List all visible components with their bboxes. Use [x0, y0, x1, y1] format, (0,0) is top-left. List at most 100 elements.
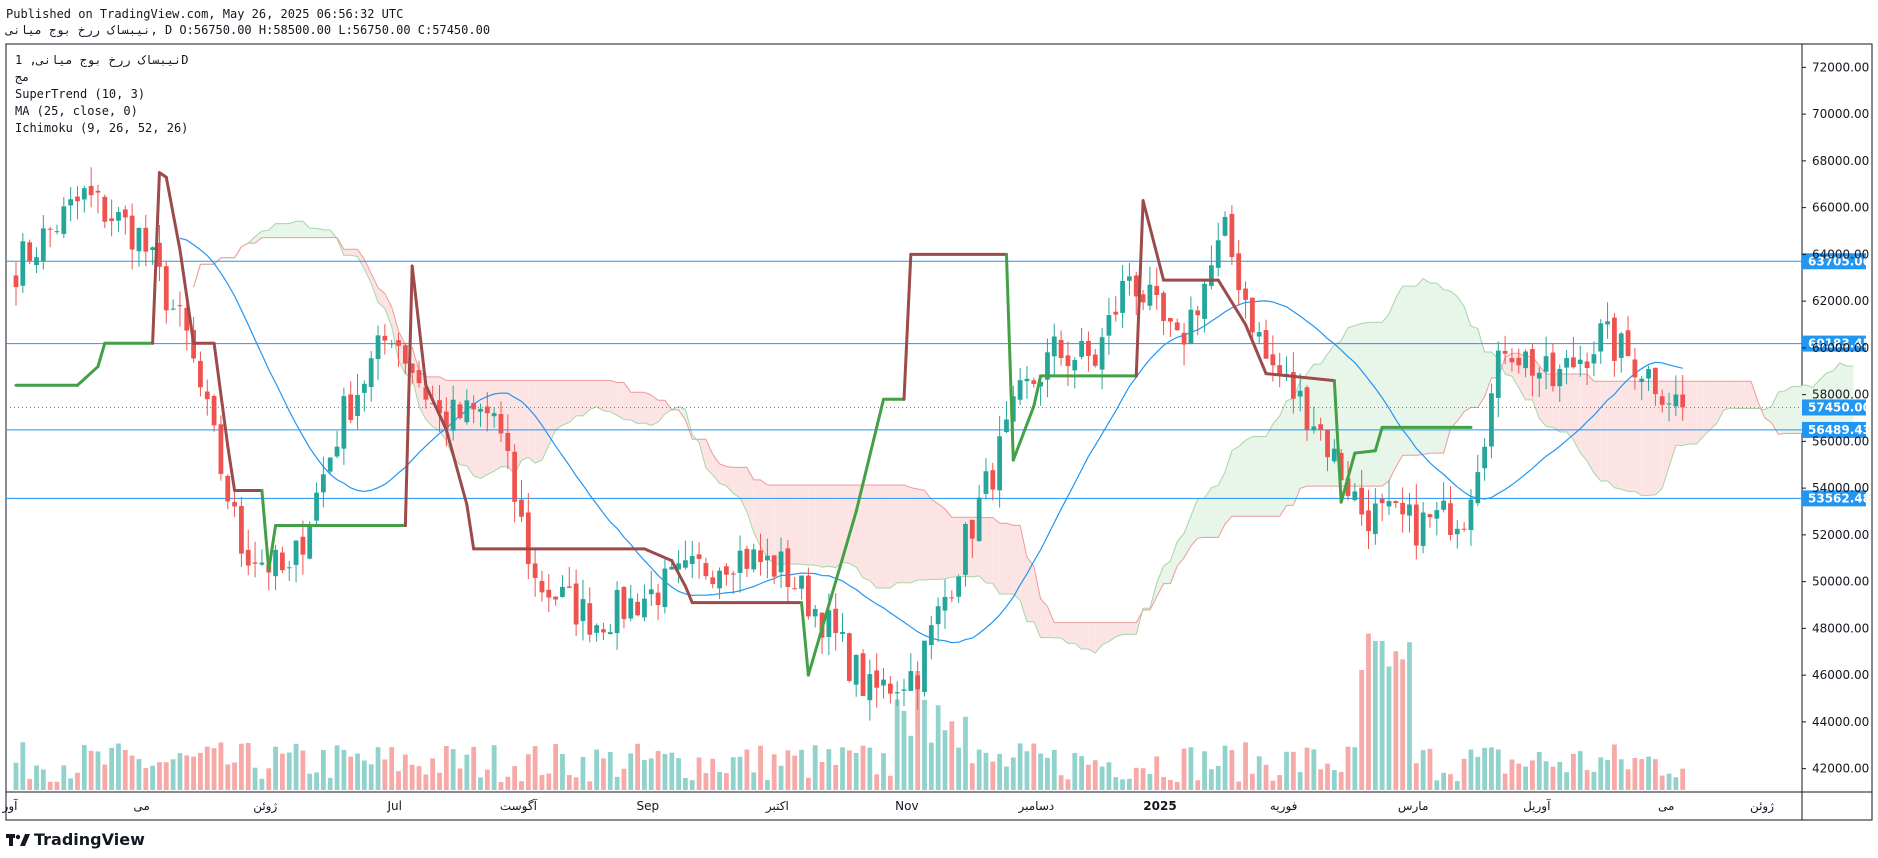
cloud-segment	[1204, 487, 1212, 538]
volume-bar	[1304, 747, 1310, 790]
candle-body	[1038, 381, 1044, 387]
tradingview-logo[interactable]: TradingView	[6, 830, 145, 849]
cloud-segment	[1443, 289, 1451, 454]
supertrend-segment	[1216, 278, 1248, 326]
candle-body	[874, 670, 880, 688]
volume-bar	[1072, 752, 1078, 790]
cloud-segment	[1559, 374, 1567, 432]
candle-body	[628, 598, 634, 619]
legend-ichimoku[interactable]: Ichimoku (9, 26, 52, 26)	[15, 121, 189, 135]
volume-bar	[1673, 777, 1679, 790]
x-tick-label: اکتبر	[765, 799, 789, 814]
candle-body	[13, 275, 19, 288]
volume-bar	[1325, 763, 1330, 790]
price-label-box	[1802, 490, 1866, 507]
supertrend-segment	[1339, 451, 1357, 504]
candle-body	[1571, 357, 1576, 368]
candle-body	[703, 563, 709, 577]
candle-body	[867, 674, 873, 701]
volume-bar	[266, 768, 272, 790]
volume-bar	[983, 752, 989, 790]
cloud-segment	[1354, 323, 1362, 487]
cloud-segment	[1710, 381, 1717, 430]
volume-bar	[136, 759, 142, 790]
candle-body	[1420, 512, 1426, 546]
candle-body	[1427, 514, 1433, 518]
supertrend-segment	[75, 365, 100, 387]
cloud-segment	[1614, 381, 1622, 490]
volume-bar	[491, 745, 497, 790]
legend-ma[interactable]: MA (25, close, 0)	[15, 104, 138, 118]
candle-body	[1680, 394, 1686, 408]
candle-body	[348, 394, 354, 421]
volume-bar	[935, 705, 941, 790]
candle-body	[1249, 297, 1255, 333]
candle-body	[594, 625, 600, 633]
volume-bar	[498, 781, 504, 790]
cloud-segment	[378, 287, 385, 309]
candle-body	[1147, 284, 1153, 306]
candle-body	[826, 610, 832, 638]
legend-supertrend[interactable]: SuperTrend (10, 3)	[15, 87, 146, 101]
volume-bar	[1236, 781, 1242, 790]
volume-bar	[512, 766, 518, 790]
price-label-box	[1802, 335, 1866, 352]
volume-bar	[1591, 771, 1597, 790]
candle-body	[136, 227, 142, 252]
volume-bar	[116, 743, 121, 790]
candle-body	[198, 360, 203, 388]
volume-bar	[1311, 749, 1317, 790]
candle-body	[1318, 424, 1324, 430]
candle-body	[280, 552, 285, 571]
volume-bar	[1577, 751, 1583, 790]
cloud-segment	[992, 517, 1000, 595]
cloud-segment	[432, 376, 440, 431]
volume-bar	[1366, 633, 1371, 790]
cloud-segment	[1327, 344, 1335, 487]
candle-body	[1612, 317, 1617, 361]
candle-body	[1502, 350, 1508, 354]
volume-bar	[655, 750, 661, 790]
cloud-segment	[1648, 381, 1656, 496]
volume-bar	[1461, 758, 1467, 790]
cloud-segment	[1655, 381, 1663, 495]
volume-bar	[1318, 769, 1324, 790]
volume-bar	[450, 749, 456, 790]
supertrend-segment	[403, 264, 414, 528]
candle-body	[184, 307, 190, 331]
volume-bar	[471, 746, 477, 790]
volume-bar	[1393, 651, 1399, 790]
volume-bar	[587, 781, 593, 790]
volume-bar	[915, 670, 921, 790]
volume-bar	[1031, 743, 1037, 790]
cloud-segment	[275, 223, 283, 238]
candle-body	[587, 603, 593, 635]
supertrend-segment	[902, 252, 913, 401]
volume-bar	[1106, 762, 1112, 790]
candle-body	[1297, 390, 1303, 397]
cloud-segment	[1539, 365, 1547, 427]
cloud-segment	[931, 499, 939, 580]
candle-body	[1236, 253, 1242, 291]
candle-body	[1386, 501, 1392, 507]
candle-body	[491, 413, 497, 417]
cloud-segment	[815, 485, 823, 568]
cloud-segment	[1628, 381, 1635, 492]
candle-body	[368, 358, 374, 388]
cloud-segment	[1211, 485, 1219, 538]
cloud-segment	[1074, 622, 1082, 650]
volume-bar	[662, 753, 668, 790]
candle-body	[553, 596, 559, 600]
candle-body	[983, 471, 989, 494]
volume-bar	[1502, 773, 1508, 790]
y-tick-label: 72000.00	[1812, 60, 1869, 74]
candle-body	[566, 586, 572, 588]
candle-body	[1051, 336, 1057, 357]
cloud-segment	[897, 485, 904, 583]
candle-body	[1618, 333, 1624, 358]
cloud-segment	[910, 487, 918, 583]
cloud-segment	[1689, 381, 1697, 444]
candle-body	[614, 589, 620, 634]
cloud-segment	[1129, 622, 1137, 635]
